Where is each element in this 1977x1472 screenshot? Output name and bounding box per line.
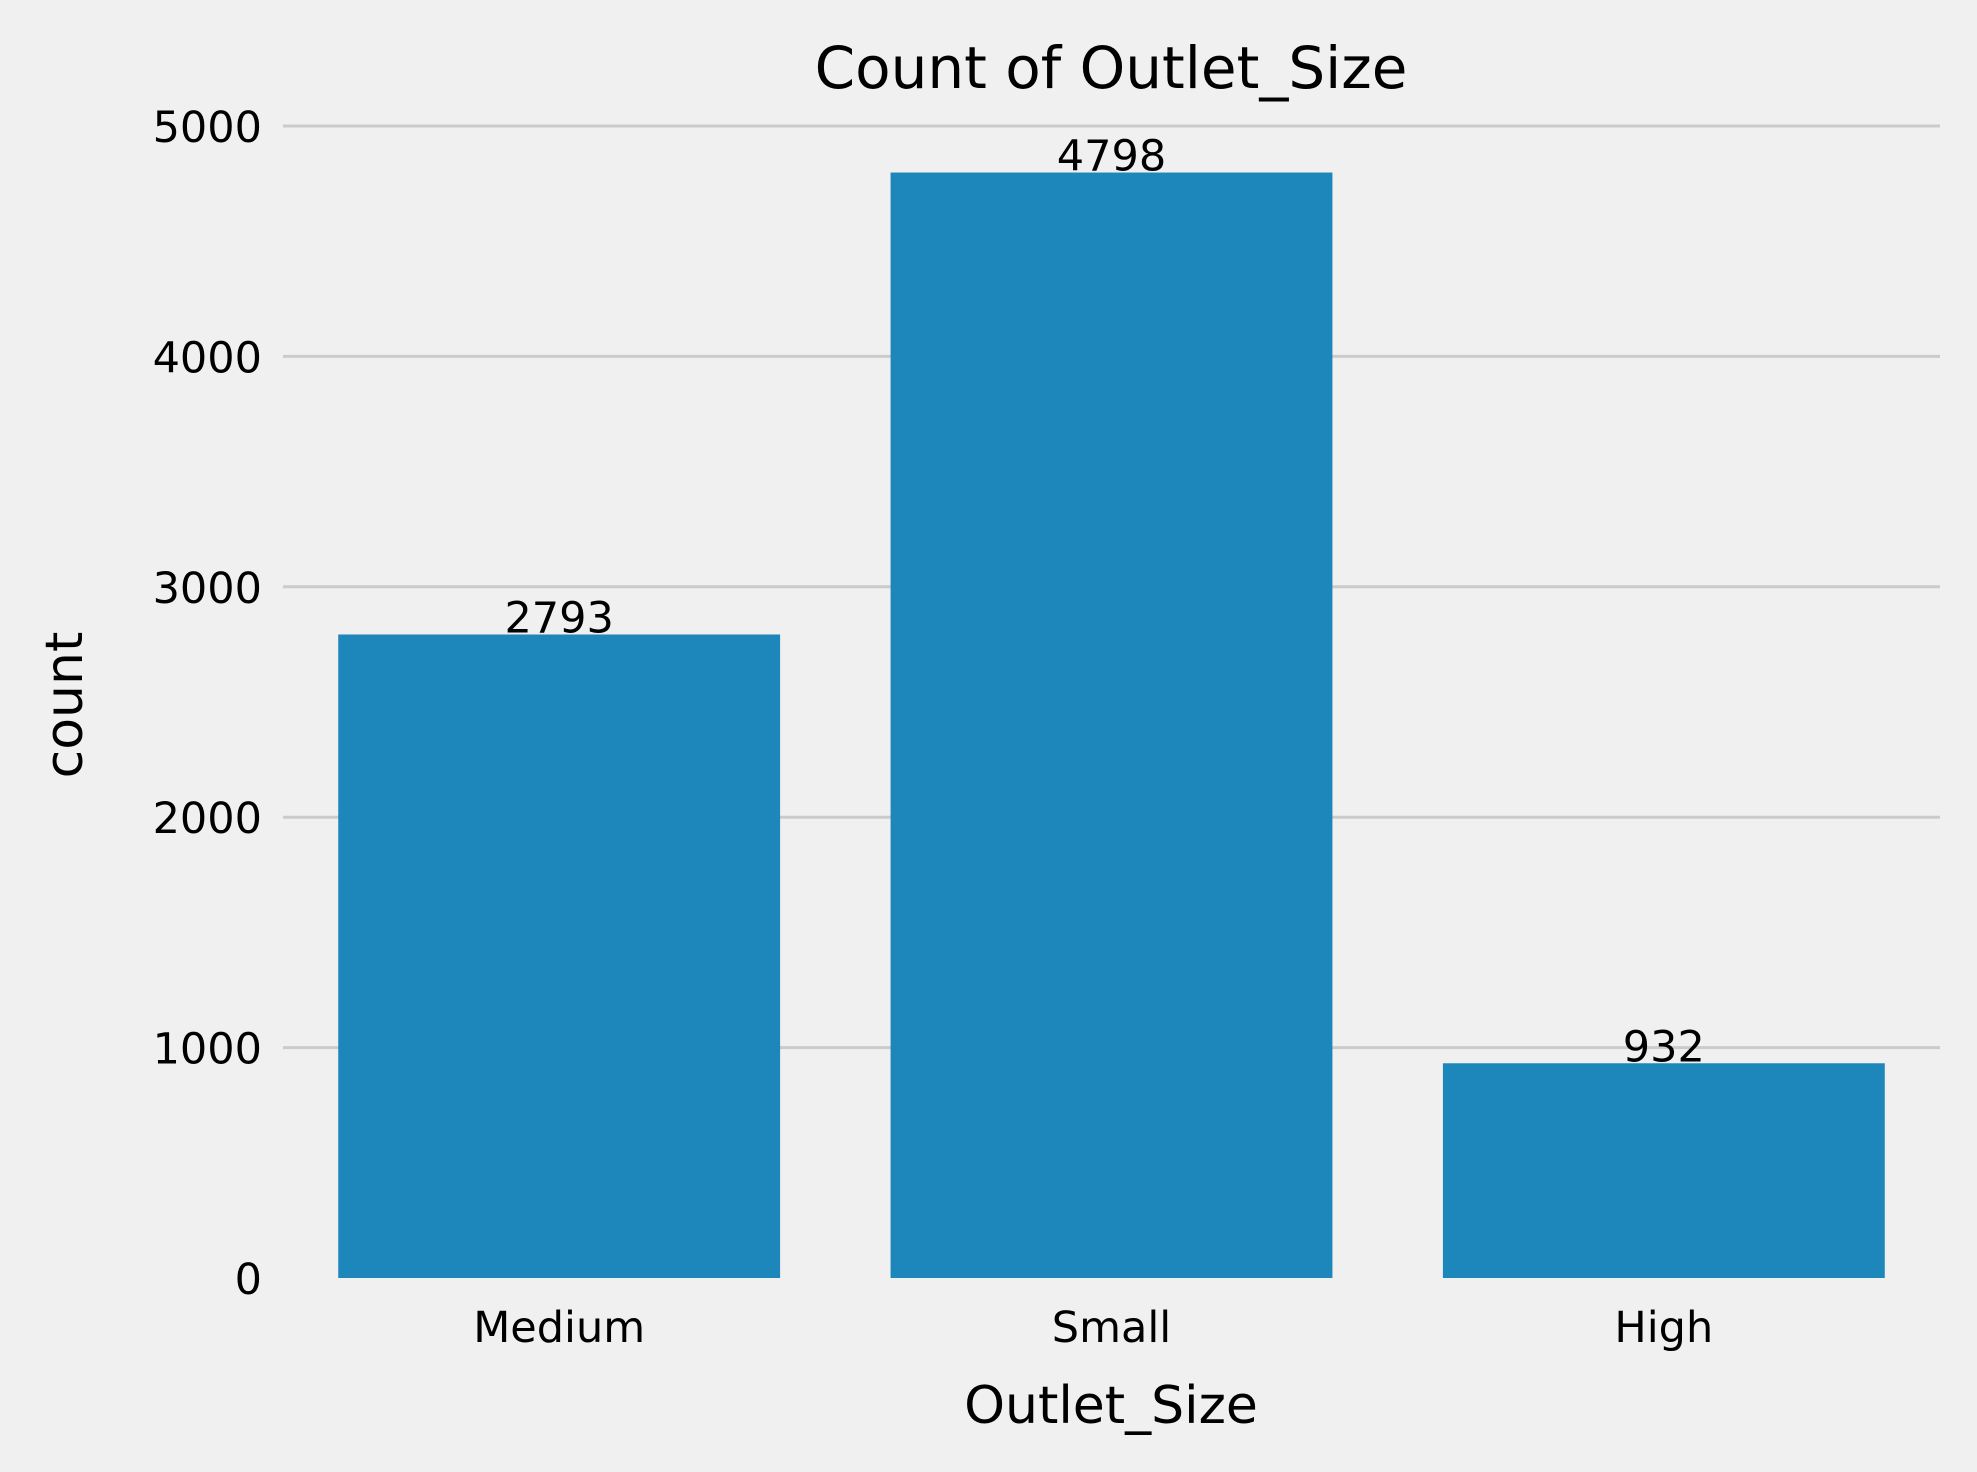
x-tick-label: Small (1052, 1303, 1171, 1353)
x-tick-labels: Medium Small High (473, 1303, 1713, 1353)
bars (338, 172, 1885, 1279)
x-tick-label: Medium (473, 1303, 645, 1353)
data-label: 932 (1623, 1022, 1705, 1072)
y-axis-label: count (35, 632, 95, 779)
x-tick-label: High (1614, 1303, 1713, 1353)
y-tick-label: 5000 (153, 103, 262, 153)
y-tick-label: 3000 (153, 564, 262, 614)
y-tick-label: 4000 (153, 333, 262, 383)
y-tick-labels: 0 1000 2000 3000 4000 5000 (153, 103, 262, 1305)
bar (890, 172, 1333, 1279)
y-tick-label: 2000 (153, 794, 262, 844)
chart-title: Count of Outlet_Size (815, 34, 1408, 102)
y-tick-label: 1000 (153, 1025, 262, 1075)
x-axis-label: Outlet_Size (964, 1376, 1258, 1436)
data-label: 2793 (504, 593, 613, 643)
bar (1442, 1063, 1885, 1278)
bar (338, 634, 781, 1278)
y-tick-label: 0 (235, 1255, 262, 1305)
data-label: 4798 (1057, 132, 1166, 182)
data-labels: 2793 4798 932 (504, 132, 1704, 1073)
